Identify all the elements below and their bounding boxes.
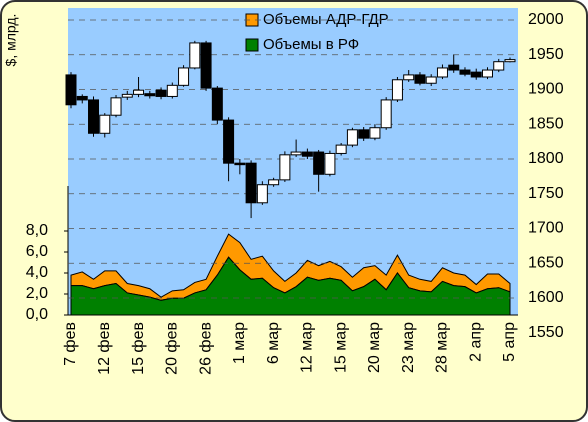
y2-tick-label: 1750: [528, 185, 564, 202]
candle-body: [268, 179, 280, 186]
candle-body: [211, 87, 223, 121]
candle-body: [504, 59, 516, 63]
y-tick-label: 6,0: [26, 243, 48, 260]
candle-body: [436, 67, 448, 78]
candle-body: [166, 84, 178, 97]
y2-tick-label: 1700: [528, 220, 564, 237]
candle-body: [391, 79, 403, 101]
legend-swatch: [245, 38, 259, 52]
x-tick-label: 15 мар: [332, 322, 349, 373]
y2-tick-label: 1900: [528, 81, 564, 98]
candle-body: [223, 119, 235, 164]
x-tick-label: 23 мар: [400, 322, 417, 373]
candle-body: [279, 154, 291, 181]
y2-tick-label: 1600: [528, 289, 564, 306]
x-tick-label: 28 мар: [434, 322, 451, 373]
candle-body: [380, 99, 392, 129]
x-tick-label: 2 апр: [467, 322, 484, 362]
candle-body: [99, 114, 111, 134]
x-tick-label: 20 фев: [164, 322, 181, 375]
candle-body: [290, 151, 302, 156]
candle-body: [403, 74, 415, 81]
y-tick-label: 0,0: [26, 306, 48, 323]
candle-body: [144, 93, 156, 97]
candle-body: [346, 129, 358, 146]
legend: Объемы АДР-ГДР Объемы в РФ: [245, 11, 389, 53]
candle-body: [313, 151, 325, 175]
legend-label: Объемы АДР-ГДР: [263, 11, 389, 28]
x-tick-label: 12 фев: [96, 322, 113, 375]
y2-tick-label: 1650: [528, 254, 564, 271]
x-tick-label: 7 фев: [62, 322, 79, 366]
candle-body: [470, 71, 482, 78]
candle-body: [189, 42, 201, 69]
candle-body: [448, 64, 460, 71]
candle-body: [245, 162, 257, 204]
x-tick-label: 1 мар: [231, 322, 248, 364]
x-tick-label: 6 мар: [265, 322, 282, 364]
candle-body: [155, 89, 167, 97]
candle-body: [369, 127, 381, 139]
legend-label: Объемы в РФ: [263, 36, 359, 53]
x-tick-label: 5 апр: [501, 322, 518, 362]
candle-body: [459, 69, 471, 75]
candle-body: [324, 152, 336, 175]
y-tick-label: 8,0: [26, 222, 48, 239]
candle-body: [358, 129, 370, 139]
candle-body: [133, 89, 145, 95]
y2-tick-label: 2000: [528, 11, 564, 28]
y-tick-label: 2,0: [26, 285, 48, 302]
candle-body: [178, 67, 190, 86]
x-tick-label: 12 мар: [299, 322, 316, 373]
candle-body: [414, 74, 426, 84]
y2-tick-label: 1950: [528, 46, 564, 63]
y-axis-label: $, млрд.: [3, 14, 19, 67]
candle-body: [88, 99, 100, 134]
x-tick-label: 20 мар: [366, 322, 383, 373]
candle-body: [335, 144, 347, 154]
candle-body: [481, 69, 493, 78]
candle-body: [121, 93, 133, 98]
candle-body: [200, 42, 212, 89]
candle-body: [76, 95, 88, 101]
y2-tick-label: 1850: [528, 115, 564, 132]
candle-body: [65, 74, 77, 106]
plot-area: [68, 8, 518, 315]
x-tick-label: 26 фев: [197, 322, 214, 375]
y-tick-label: 4,0: [26, 264, 48, 281]
x-tick-label: 15 фев: [130, 322, 147, 375]
y2-tick-label: 1800: [528, 150, 564, 167]
candle-body: [493, 61, 505, 71]
candle-body: [234, 162, 246, 166]
candle-body: [425, 76, 437, 84]
candle-body: [110, 97, 122, 116]
candle-body: [301, 151, 313, 157]
y2-tick-label: 1550: [528, 324, 564, 341]
candle-body: [256, 184, 268, 204]
